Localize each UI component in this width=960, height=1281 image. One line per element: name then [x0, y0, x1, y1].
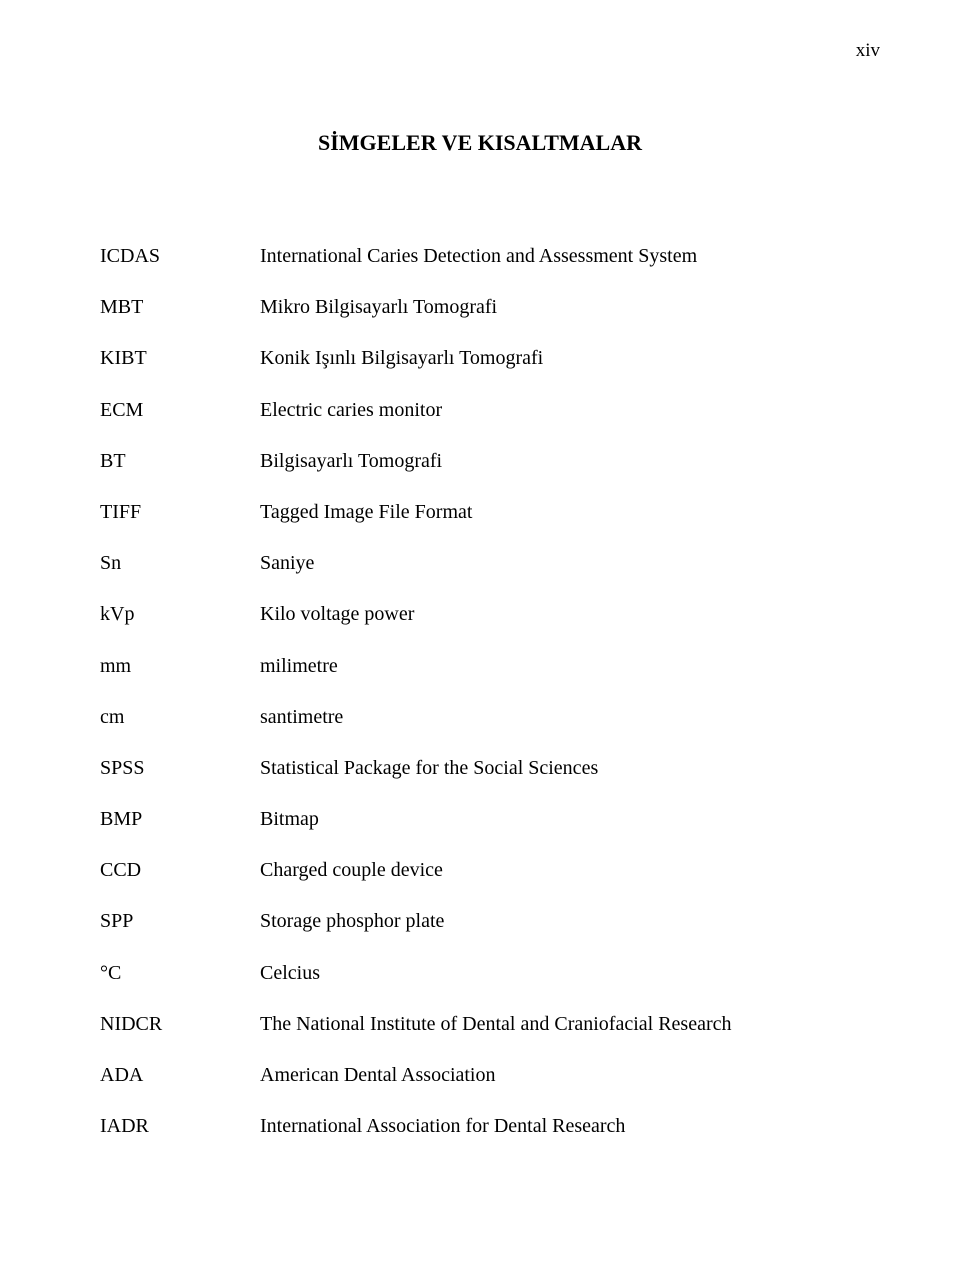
abbreviation: MBT [100, 296, 260, 319]
abbreviation: mm [100, 655, 260, 678]
definition: Konik Işınlı Bilgisayarlı Tomografi [260, 347, 890, 370]
definitions-list: ICDASInternational Caries Detection and … [100, 245, 890, 1166]
definition-row: TIFFTagged Image File Format [100, 501, 890, 524]
abbreviation: TIFF [100, 501, 260, 524]
abbreviation: SPP [100, 910, 260, 933]
definition-row: ECMElectric caries monitor [100, 399, 890, 422]
definition: Bilgisayarlı Tomografi [260, 450, 890, 473]
definition-row: SPSSStatistical Package for the Social S… [100, 757, 890, 780]
abbreviation: °C [100, 962, 260, 985]
abbreviation: ICDAS [100, 245, 260, 268]
definition: Tagged Image File Format [260, 501, 890, 524]
abbreviation: kVp [100, 603, 260, 626]
page: xiv SİMGELER VE KISALTMALAR ICDASInterna… [0, 0, 960, 1281]
definition: The National Institute of Dental and Cra… [260, 1013, 890, 1036]
page-title: SİMGELER VE KISALTMALAR [0, 130, 960, 156]
definition: Saniye [260, 552, 890, 575]
definition-row: SnSaniye [100, 552, 890, 575]
definition: milimetre [260, 655, 890, 678]
definition: Bitmap [260, 808, 890, 831]
abbreviation: SPSS [100, 757, 260, 780]
definition-row: IADRInternational Association for Dental… [100, 1115, 890, 1138]
definition-row: NIDCRThe National Institute of Dental an… [100, 1013, 890, 1036]
abbreviation: KIBT [100, 347, 260, 370]
definition-row: ADAAmerican Dental Association [100, 1064, 890, 1087]
definition: Kilo voltage power [260, 603, 890, 626]
abbreviation: ADA [100, 1064, 260, 1087]
abbreviation: cm [100, 706, 260, 729]
definition-row: BMPBitmap [100, 808, 890, 831]
definition: Statistical Package for the Social Scien… [260, 757, 890, 780]
definition-row: MBTMikro Bilgisayarlı Tomografi [100, 296, 890, 319]
definition: Storage phosphor plate [260, 910, 890, 933]
definition: Mikro Bilgisayarlı Tomografi [260, 296, 890, 319]
abbreviation: CCD [100, 859, 260, 882]
definition-row: kVpKilo voltage power [100, 603, 890, 626]
abbreviation: BT [100, 450, 260, 473]
abbreviation: ECM [100, 399, 260, 422]
definition: santimetre [260, 706, 890, 729]
abbreviation: IADR [100, 1115, 260, 1138]
definition: American Dental Association [260, 1064, 890, 1087]
abbreviation: NIDCR [100, 1013, 260, 1036]
definition-row: KIBTKonik Işınlı Bilgisayarlı Tomografi [100, 347, 890, 370]
definition: International Caries Detection and Asses… [260, 245, 890, 268]
definition-row: mmmilimetre [100, 655, 890, 678]
definition-row: SPPStorage phosphor plate [100, 910, 890, 933]
definition-row: BTBilgisayarlı Tomografi [100, 450, 890, 473]
definition: Celcius [260, 962, 890, 985]
definition-row: cmsantimetre [100, 706, 890, 729]
abbreviation: BMP [100, 808, 260, 831]
page-number: xiv [856, 40, 880, 62]
definition-row: CCDCharged couple device [100, 859, 890, 882]
definition-row: °CCelcius [100, 962, 890, 985]
definition: International Association for Dental Res… [260, 1115, 890, 1138]
abbreviation: Sn [100, 552, 260, 575]
definition: Charged couple device [260, 859, 890, 882]
definition: Electric caries monitor [260, 399, 890, 422]
definition-row: ICDASInternational Caries Detection and … [100, 245, 890, 268]
